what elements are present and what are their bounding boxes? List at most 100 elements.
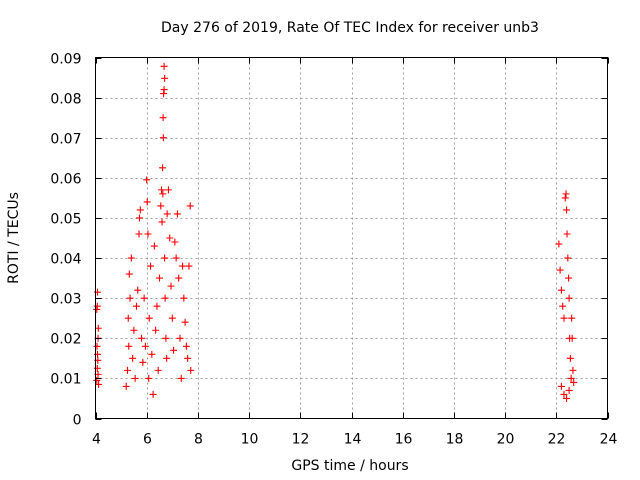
data-point: [163, 210, 171, 218]
data-point: [93, 342, 101, 350]
data-point: [93, 376, 101, 384]
data-point: [186, 202, 194, 210]
data-point: [138, 334, 146, 342]
data-point: [95, 380, 103, 388]
data-point: [567, 374, 575, 382]
data-point: [150, 242, 158, 250]
data-point: [159, 164, 167, 172]
data-point: [561, 194, 569, 202]
data-point: [159, 134, 167, 142]
data-point: [185, 262, 193, 270]
x-tick-label: 10: [241, 432, 259, 448]
data-point: [93, 364, 101, 372]
data-point: [172, 254, 180, 262]
data-point: [164, 186, 172, 194]
y-tick-label: 0.01: [50, 372, 81, 388]
data-point: [159, 114, 167, 122]
y-axis-title: ROTI / TECUs: [6, 192, 22, 284]
data-point: [135, 230, 143, 238]
data-point: [145, 314, 153, 322]
data-point: [136, 214, 144, 222]
data-point: [153, 302, 161, 310]
data-point: [556, 266, 564, 274]
data-point: [139, 358, 147, 366]
data-point: [132, 302, 140, 310]
data-point: [177, 374, 185, 382]
y-tick-label: 0.03: [50, 292, 81, 308]
data-point: [180, 294, 188, 302]
data-point: [568, 314, 576, 322]
data-point: [143, 198, 151, 206]
x-tick-label: 22: [548, 432, 566, 448]
x-tick-labels: 4 6 8 10 12 14 16 18 20 22 24: [92, 432, 617, 448]
data-point: [122, 382, 130, 390]
data-point: [184, 354, 192, 362]
data-point: [187, 366, 195, 374]
data-point: [564, 254, 572, 262]
data-point: [171, 238, 179, 246]
data-point: [126, 294, 134, 302]
y-tick-label: 0.05: [50, 212, 81, 228]
data-point: [145, 374, 153, 382]
y-tick-label: 0.06: [50, 172, 81, 188]
y-tick-label: 0: [73, 413, 82, 429]
x-tick-label: 14: [344, 432, 362, 448]
data-point: [570, 378, 578, 386]
data-point: [161, 74, 169, 82]
data-point: [176, 334, 184, 342]
data-point: [156, 274, 163, 282]
data-point: [124, 314, 132, 322]
data-point: [563, 206, 571, 214]
data-point: [170, 346, 178, 354]
plot-frame: [95, 57, 608, 419]
x-tick-label: 24: [600, 432, 618, 448]
data-points: [93, 62, 578, 402]
data-point: [173, 210, 181, 218]
y-tick-label: 0.07: [50, 132, 81, 148]
data-point: [565, 274, 573, 282]
data-point: [566, 354, 574, 362]
data-point: [149, 390, 157, 398]
data-point: [158, 218, 166, 226]
data-point: [168, 314, 176, 322]
data-point: [161, 294, 169, 302]
data-point: [125, 342, 133, 350]
data-point: [125, 270, 133, 278]
data-point: [157, 202, 165, 210]
data-point: [175, 274, 183, 282]
data-point: [131, 374, 139, 382]
data-point: [560, 390, 568, 398]
data-point: [562, 190, 570, 198]
x-tick-label: 8: [194, 432, 203, 448]
data-point: [162, 334, 170, 342]
data-point: [143, 176, 151, 184]
data-point: [136, 206, 144, 214]
data-point: [127, 254, 135, 262]
data-point: [569, 366, 577, 374]
y-tick-label: 0.08: [50, 92, 81, 108]
data-point: [144, 230, 152, 238]
x-tick-label: 16: [395, 432, 413, 448]
data-point: [568, 334, 576, 342]
y-tick-labels: 0 0.01 0.02 0.03 0.04 0.05 0.06 0.07 0.08 0.09: [50, 52, 81, 429]
y-tick-label: 0.02: [50, 332, 81, 348]
data-point: [560, 314, 568, 322]
x-tick-label: 6: [143, 432, 152, 448]
x-tick-label: 4: [92, 432, 101, 448]
data-point: [182, 342, 190, 350]
data-point: [147, 262, 155, 270]
data-point: [555, 240, 563, 248]
data-point: [565, 386, 573, 394]
data-point: [166, 234, 174, 242]
x-tick-label: 18: [446, 432, 464, 448]
data-point: [565, 294, 573, 302]
data-point: [563, 230, 571, 238]
x-tick-label: 20: [497, 432, 515, 448]
x-axis-title: GPS time / hours: [291, 458, 408, 474]
data-point: [167, 282, 175, 290]
data-point: [163, 354, 171, 362]
data-point: [134, 286, 142, 294]
y-tick-label: 0.04: [50, 252, 81, 268]
data-point: [129, 354, 137, 362]
